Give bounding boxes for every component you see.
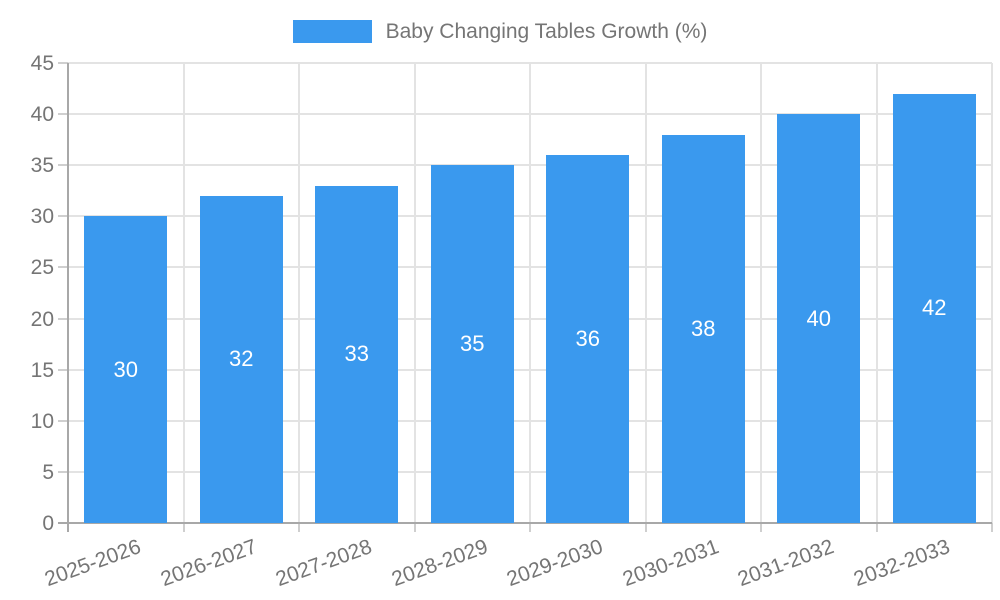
- v-gridline: [760, 63, 762, 523]
- y-axis-tick: [58, 368, 68, 371]
- y-axis-tick: [58, 164, 68, 167]
- x-axis-tick: [413, 523, 416, 532]
- x-tick-label: 2027-2028: [273, 535, 376, 592]
- y-tick-label: 45: [30, 52, 54, 75]
- x-axis-tick: [991, 523, 993, 532]
- y-axis-tick: [58, 62, 68, 64]
- v-gridline: [644, 63, 647, 523]
- bar-value-label: 32: [229, 346, 254, 372]
- y-tick-label: 0: [42, 512, 54, 535]
- v-gridline: [298, 63, 300, 523]
- y-axis-tick: [58, 266, 68, 269]
- bar: 35: [430, 165, 514, 523]
- bar: 33: [315, 185, 399, 523]
- x-tick-label: 2026-2027: [157, 535, 260, 592]
- y-axis-tick: [58, 419, 68, 422]
- y-axis-tick: [58, 317, 68, 320]
- x-axis-line: [58, 522, 992, 524]
- y-tick-label: 15: [30, 358, 54, 382]
- y-tick-label: 5: [42, 460, 54, 484]
- x-axis-tick: [529, 523, 531, 532]
- x-tick-label: 2031-2032: [735, 535, 838, 592]
- bar-value-label: 40: [806, 305, 831, 331]
- v-gridline: [991, 63, 993, 523]
- x-tick-label: 2028-2029: [388, 535, 491, 592]
- bar-value-label: 30: [113, 356, 138, 382]
- y-tick-label: 25: [30, 256, 54, 280]
- v-gridline: [529, 63, 531, 523]
- x-axis-tick: [760, 523, 762, 532]
- bar: 30: [84, 216, 168, 523]
- x-axis-tick: [644, 523, 647, 532]
- bar: 40: [777, 114, 861, 523]
- x-axis-tick: [298, 523, 300, 532]
- y-tick-label: 20: [30, 307, 54, 331]
- bar: 32: [199, 195, 283, 523]
- bar-value-label: 42: [922, 295, 947, 321]
- bar-value-label: 38: [691, 315, 716, 341]
- y-tick-label: 30: [30, 205, 54, 229]
- v-gridline: [182, 63, 185, 523]
- y-axis-tick: [58, 470, 68, 473]
- y-axis-tick: [58, 215, 68, 218]
- legend-swatch-icon[interactable]: [292, 20, 372, 44]
- bar-value-label: 36: [575, 326, 600, 351]
- y-axis-line: [67, 63, 69, 532]
- legend-label[interactable]: Baby Changing Tables Growth (%): [385, 20, 708, 43]
- v-gridline: [875, 63, 878, 523]
- y-tick-label: 40: [30, 103, 54, 127]
- bar-value-label: 33: [344, 341, 369, 367]
- bar: 42: [892, 93, 976, 523]
- bar-value-label: 35: [460, 331, 485, 357]
- x-tick-label: 2025-2026: [42, 535, 145, 592]
- x-tick-label: 2032-2033: [850, 535, 953, 592]
- bar: 38: [661, 134, 745, 523]
- legend[interactable]: Baby Changing Tables Growth (%): [0, 20, 1000, 44]
- x-axis-tick: [182, 523, 185, 532]
- bar: 36: [546, 155, 630, 523]
- y-tick-label: 35: [30, 154, 54, 178]
- v-gridline: [413, 63, 416, 523]
- x-axis-tick: [875, 523, 878, 532]
- x-tick-label: 2029-2030: [504, 535, 607, 592]
- x-tick-label: 2030-2031: [619, 535, 722, 592]
- y-axis-tick: [58, 113, 68, 116]
- y-tick-label: 10: [30, 409, 54, 433]
